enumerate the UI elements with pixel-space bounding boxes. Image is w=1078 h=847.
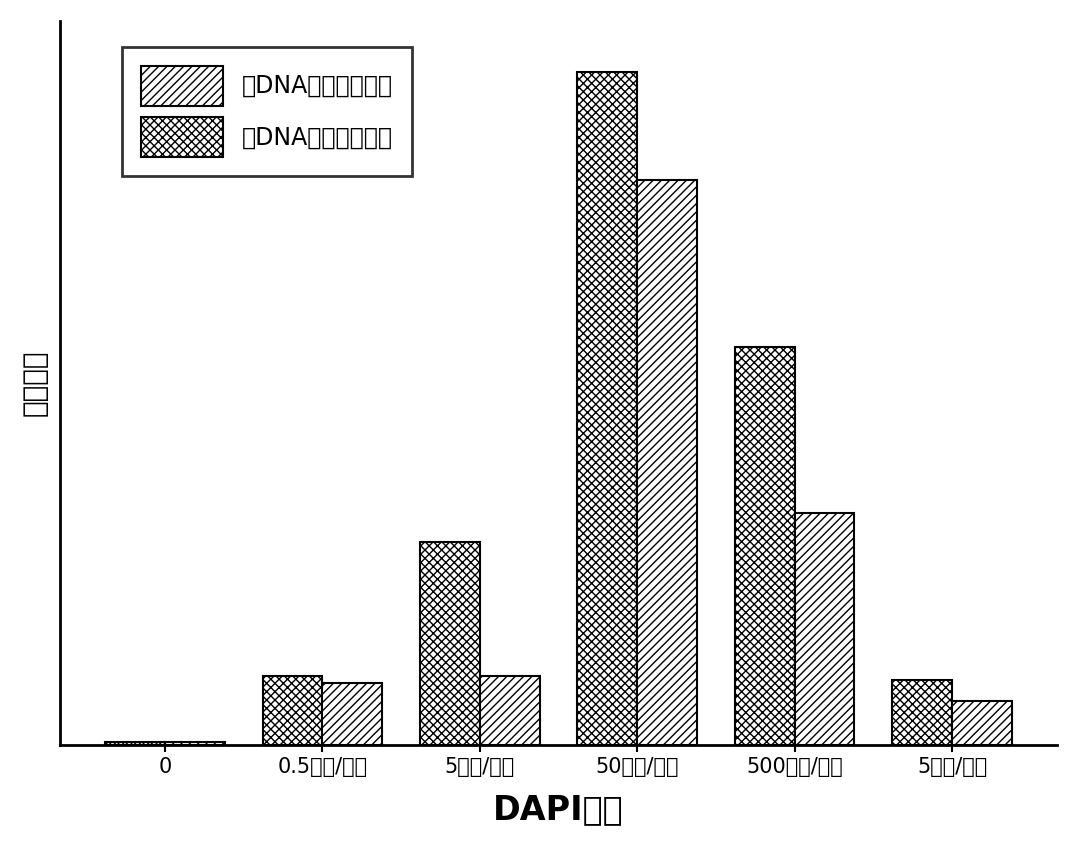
Bar [480,676,540,745]
Bar [106,742,165,745]
Bar [735,346,794,745]
Bar [322,684,383,745]
Bar [420,542,480,745]
Bar [952,701,1012,745]
Bar [263,676,322,745]
Bar [794,513,855,745]
Bar [893,679,952,745]
Bar [637,180,697,745]
Bar [578,71,637,745]
Bar [165,742,225,745]
X-axis label: DAPI浓度: DAPI浓度 [494,793,624,826]
Legend: 无DNA纳米折纸结构, 含DNA纳米折纸结构: 无DNA纳米折纸结构, 含DNA纳米折纸结构 [122,47,412,176]
Y-axis label: 荧光强度: 荧光强度 [20,350,49,416]
